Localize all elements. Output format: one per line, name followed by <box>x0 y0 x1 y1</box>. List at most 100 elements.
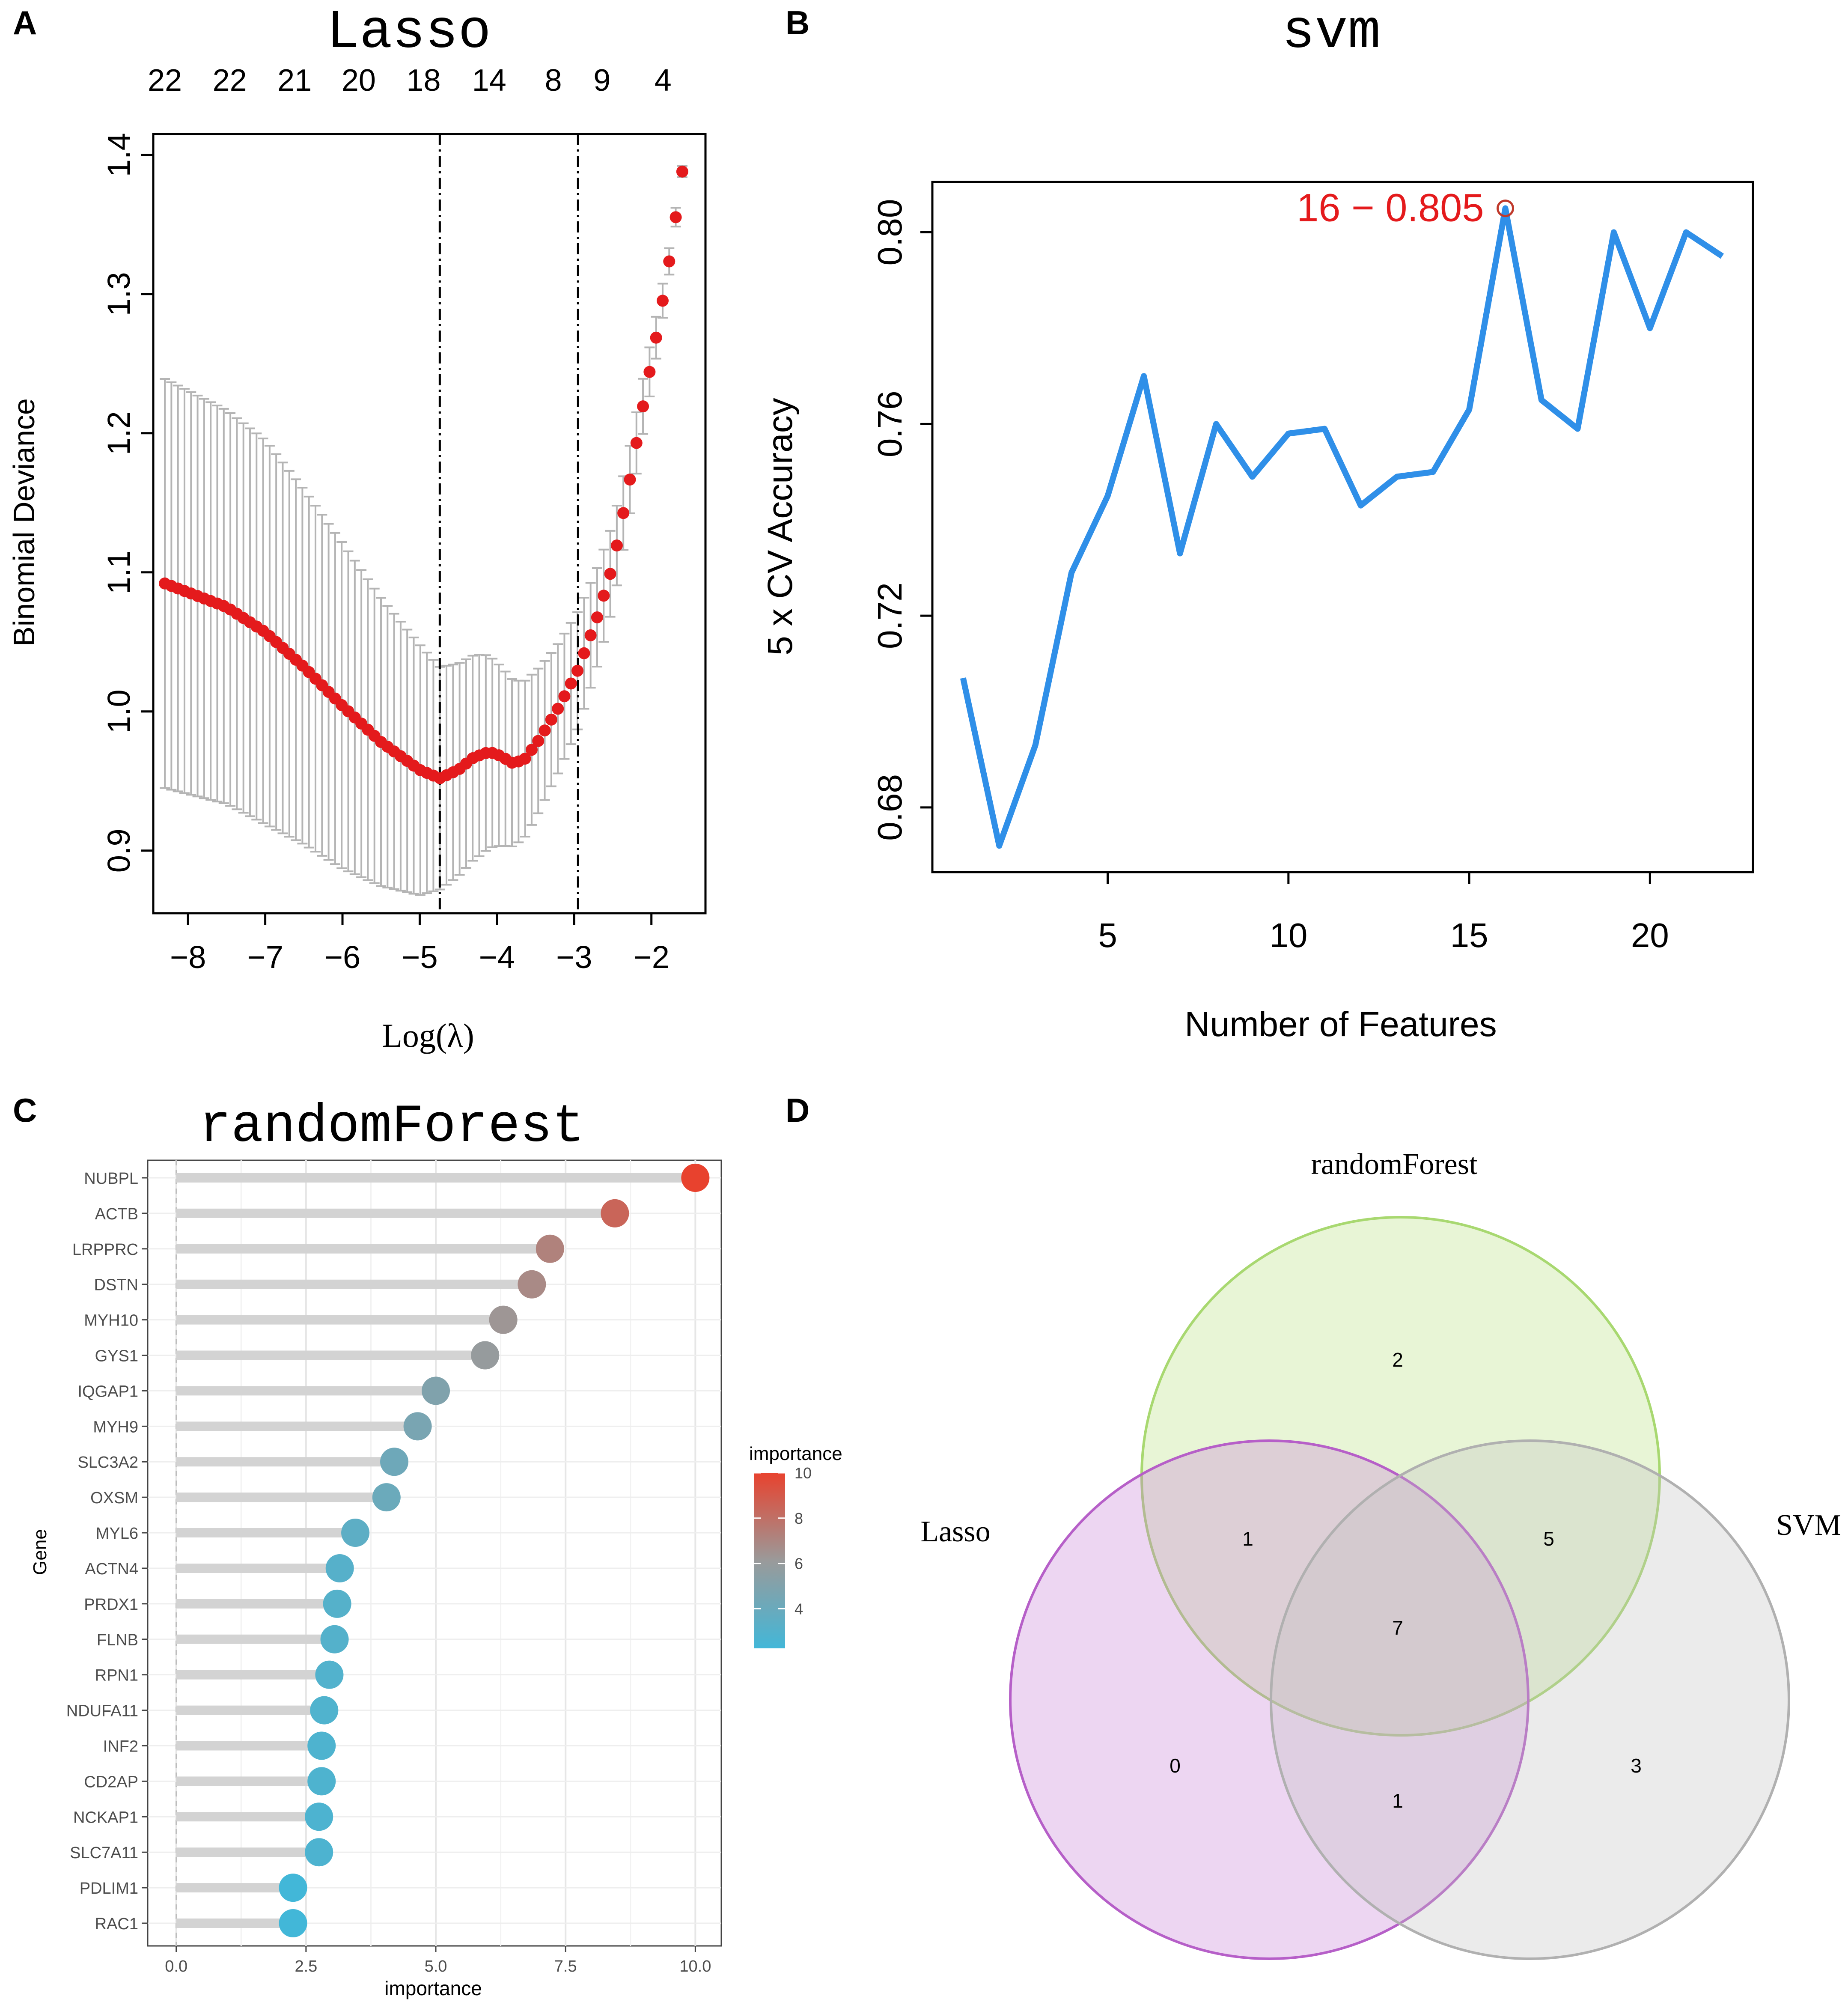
rf-gene-label: CD2AP <box>84 1773 138 1791</box>
rf-y-label: Gene <box>30 1529 51 1575</box>
rf-gene-label: NUBPL <box>84 1170 138 1188</box>
lasso-top-count: 8 <box>545 63 562 98</box>
rf-point <box>315 1660 344 1689</box>
rf-gene-label: NCKAP1 <box>73 1808 138 1826</box>
rf-plot-panel <box>147 1159 722 1947</box>
rf-gene-label: DSTN <box>94 1276 138 1294</box>
panel-d: D randomForest Lasso SVM 2 1 5 7 0 1 3 <box>786 1091 1841 1960</box>
svm-best-marker <box>1497 200 1515 217</box>
rf-gene-label: RPN1 <box>95 1667 138 1685</box>
lasso-point <box>637 400 649 413</box>
rf-point <box>536 1234 564 1263</box>
venn-count-lasso-only: 0 <box>1170 1755 1181 1777</box>
rf-point <box>325 1554 354 1582</box>
svm-y-tick-label: 0.76 <box>871 390 909 457</box>
panel-c: C randomForest NUBPL ACTB LRPPRC DSTN MYH10 G… <box>13 1091 842 1999</box>
lasso-point <box>525 744 538 756</box>
rf-gene-label: INF2 <box>103 1737 138 1755</box>
rf-legend-tick-label: 10 <box>795 1464 812 1482</box>
rf-gene-label: OXSM <box>90 1489 138 1507</box>
lasso-top-count: 20 <box>342 63 376 98</box>
panel-a: A Lasso 22 22 21 20 18 14 8 9 4 −8 −7 −6 −5 −4 −3 −2 0… <box>7 2 707 1054</box>
lasso-x-axis: −8 −7 −6 −5 −4 −3 −2 <box>170 913 670 975</box>
svm-x-axis: 5 10 15 20 <box>1098 872 1669 954</box>
venn-label-randomforest: randomForest <box>1311 1148 1478 1181</box>
rf-gene-labels: NUBPL ACTB LRPPRC DSTN MYH10 GYS1 IQGAP1 MYH9 SL… <box>66 1170 148 1933</box>
lasso-point <box>598 590 610 602</box>
lasso-top-count: 22 <box>148 63 182 98</box>
lasso-point <box>617 507 630 519</box>
rf-point <box>518 1270 546 1299</box>
lasso-top-count: 21 <box>277 63 312 98</box>
lasso-top-count: 4 <box>655 63 672 98</box>
lasso-point <box>643 366 656 378</box>
venn-circle-lasso <box>1009 1439 1530 1960</box>
rf-gene-label: SLC7A11 <box>70 1844 138 1862</box>
lasso-x-tick-label: −5 <box>402 939 437 975</box>
svm-accuracy-line <box>960 205 1724 849</box>
rf-point <box>307 1767 336 1796</box>
rf-lollipops <box>176 1164 710 1937</box>
rf-legend-ticks: 4 6 8 10 <box>754 1464 812 1618</box>
rf-point <box>279 1874 307 1902</box>
lasso-x-tick-label: −3 <box>556 939 592 975</box>
rf-point <box>279 1909 307 1937</box>
svm-y-tick-label: 0.68 <box>871 774 909 841</box>
svm-best-annotation: 16 − 0.805 <box>1297 186 1484 230</box>
lasso-point <box>610 539 623 552</box>
rf-point <box>681 1164 710 1192</box>
rf-point <box>305 1838 333 1867</box>
rf-gene-label: MYH9 <box>93 1418 138 1436</box>
lasso-point <box>656 295 669 307</box>
lasso-y-tick-label: 1.3 <box>101 272 137 316</box>
panel-b-label: B <box>786 4 809 42</box>
lasso-y-tick-label: 1.2 <box>101 411 137 455</box>
lasso-point <box>565 677 577 690</box>
rf-point <box>380 1448 409 1476</box>
svm-x-label: Number of Features <box>1184 1005 1497 1044</box>
rf-legend-title: importance <box>749 1443 842 1464</box>
panel-d-label: D <box>786 1091 809 1129</box>
lasso-point <box>670 211 682 223</box>
rf-legend-colorbar <box>754 1473 785 1648</box>
lasso-point <box>624 474 636 486</box>
rf-x-axis: 0.0 2.5 5.0 7.5 10.0 <box>165 1946 711 1975</box>
rf-x-tick-label: 7.5 <box>554 1957 577 1975</box>
lasso-point <box>552 703 564 715</box>
svm-y-axis: 0.68 0.72 0.76 0.80 <box>871 199 932 841</box>
lasso-points <box>159 165 688 784</box>
rf-point <box>323 1589 351 1618</box>
lasso-title: Lasso <box>327 2 491 64</box>
lasso-top-count: 22 <box>213 63 247 98</box>
rf-x-tick-label: 2.5 <box>295 1957 317 1975</box>
rf-legend: importance 4 6 8 10 <box>749 1443 842 1648</box>
venn-label-lasso: Lasso <box>920 1515 990 1548</box>
rf-gene-label: LRPPRC <box>72 1241 138 1259</box>
lasso-y-tick-label: 1.0 <box>101 689 137 733</box>
svm-y-label: 5 x CV Accuracy <box>761 398 800 655</box>
lasso-point <box>663 255 676 268</box>
lasso-point <box>591 611 603 624</box>
venn-count-all-three: 7 <box>1392 1617 1403 1639</box>
venn-label-svm: SVM <box>1776 1509 1841 1542</box>
rf-gene-label: ACTN4 <box>85 1560 138 1578</box>
lasso-point <box>519 752 531 765</box>
lasso-errorbars <box>160 165 687 896</box>
lasso-point <box>578 647 590 659</box>
svm-title: svm <box>1282 2 1381 64</box>
rf-point <box>489 1305 518 1334</box>
lasso-point <box>676 165 688 178</box>
lasso-y-label: Binomial Deviance <box>7 398 41 646</box>
lasso-point <box>650 331 662 344</box>
lasso-point <box>558 690 571 703</box>
rf-point <box>305 1802 333 1831</box>
rf-gene-label: IQGAP1 <box>78 1382 139 1400</box>
panel-c-label: C <box>13 1091 37 1129</box>
rf-gene-label: NDUFA11 <box>66 1702 138 1720</box>
lasso-x-tick-label: −6 <box>324 939 360 975</box>
svm-x-tick-label: 20 <box>1631 916 1669 954</box>
lasso-point <box>532 735 545 747</box>
lasso-top-count: 14 <box>472 63 506 98</box>
lasso-x-tick-label: −2 <box>634 939 670 975</box>
rf-gene-label: MYL6 <box>96 1525 138 1543</box>
